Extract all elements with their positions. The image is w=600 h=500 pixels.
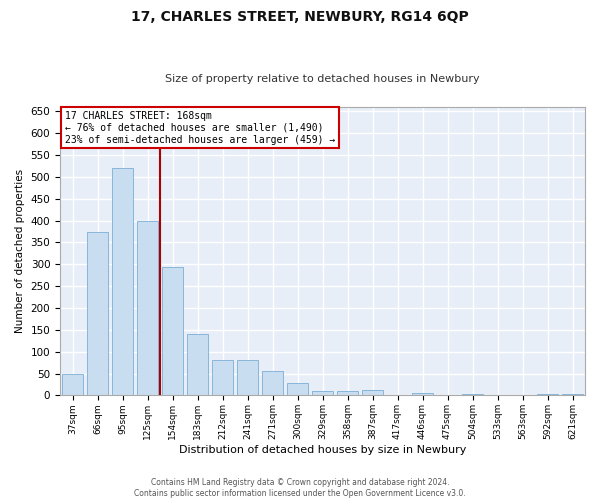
Bar (212, 360, 233, 396)
Bar (187, 334, 208, 396)
X-axis label: Distribution of detached houses by size in Newbury: Distribution of detached houses by size … (179, 445, 466, 455)
Text: Contains HM Land Registry data © Crown copyright and database right 2024.
Contai: Contains HM Land Registry data © Crown c… (134, 478, 466, 498)
Bar (462, 394, 483, 396)
Bar (337, 391, 358, 396)
Bar (362, 390, 383, 396)
Bar (162, 266, 183, 396)
Bar (287, 383, 308, 396)
Bar (262, 372, 283, 396)
Bar (312, 391, 333, 396)
Bar (62, 374, 83, 396)
Bar (412, 393, 433, 396)
Text: 17, CHARLES STREET, NEWBURY, RG14 6QP: 17, CHARLES STREET, NEWBURY, RG14 6QP (131, 10, 469, 24)
Text: 17 CHARLES STREET: 168sqm
← 76% of detached houses are smaller (1,490)
23% of se: 17 CHARLES STREET: 168sqm ← 76% of detac… (65, 112, 335, 144)
Title: Size of property relative to detached houses in Newbury: Size of property relative to detached ho… (165, 74, 480, 84)
Bar (537, 394, 558, 396)
Y-axis label: Number of detached properties: Number of detached properties (15, 169, 25, 334)
Bar (112, 168, 133, 396)
Bar (237, 360, 258, 396)
Bar (137, 220, 158, 396)
Bar (87, 232, 108, 396)
Bar (562, 394, 583, 396)
